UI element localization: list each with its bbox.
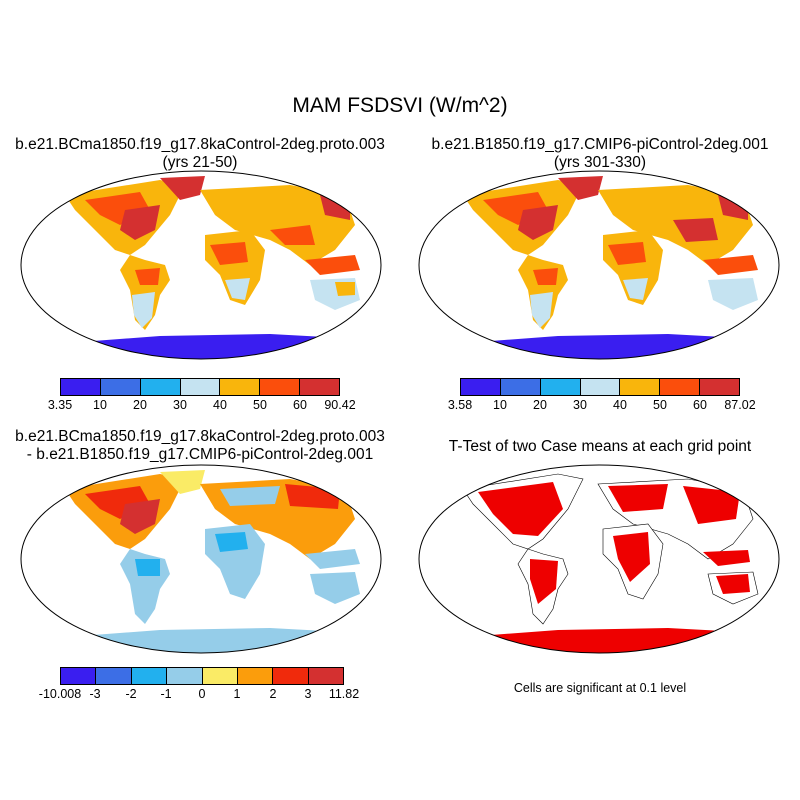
greenland <box>160 470 205 494</box>
significant-cells <box>608 484 668 512</box>
greenland <box>160 176 205 200</box>
panel3-cb-label: 3 <box>304 687 312 701</box>
colorbar-swatch <box>180 379 221 395</box>
panel2-cb-label: 40 <box>613 398 627 412</box>
antarctica-significant <box>419 628 779 653</box>
colorbar-swatch <box>202 668 238 684</box>
antarctica <box>21 334 381 359</box>
panel4-title: T-Test of two Case means at each grid po… <box>448 438 752 455</box>
panel2-title-line1: b.e21.B1850.f19_g17.CMIP6-piControl-2deg… <box>431 136 769 153</box>
panel2-map <box>418 170 780 360</box>
colorbar-swatch <box>237 668 274 684</box>
colorbar-swatch <box>167 668 203 684</box>
australia <box>310 572 360 604</box>
significant-cells <box>716 574 750 594</box>
panel2-colorbar <box>460 378 740 396</box>
significant-cells <box>478 482 563 536</box>
eurasia <box>598 185 753 265</box>
panel2-title: b.e21.B1850.f19_g17.CMIP6-piControl-2deg… <box>400 136 800 172</box>
antarctica <box>419 334 779 359</box>
colorbar-swatch <box>61 379 101 395</box>
panel2-cb-label: 60 <box>693 398 707 412</box>
figure-title: MAM FSDSVI (W/m^2) <box>292 94 508 117</box>
panel1-cb-label: 60 <box>293 398 307 412</box>
significant-cells <box>613 532 650 582</box>
colorbar-swatch <box>540 379 581 395</box>
panel2-cb-label: 20 <box>533 398 547 412</box>
colorbar-swatch <box>580 379 621 395</box>
panel1-colorbar <box>60 378 340 396</box>
panel3-cb-label: 2 <box>269 687 277 701</box>
colorbar-swatch <box>300 379 340 395</box>
colorbar-swatch <box>100 379 141 395</box>
panel2-title-line2: (yrs 301-330) <box>553 154 647 171</box>
significant-cells <box>683 486 740 524</box>
panel3-cb-label: 0 <box>198 687 206 701</box>
panel3-map <box>20 464 382 654</box>
panel2-cb-label: 3.58 <box>447 398 473 412</box>
panel3-colorbar <box>60 667 344 685</box>
significance-note: Cells are significant at 0.1 level <box>513 681 687 695</box>
maritime-continent <box>305 549 360 569</box>
colorbar-swatch <box>700 379 740 395</box>
panel3-cb-label: -1 <box>160 687 172 701</box>
antarctica <box>21 628 381 653</box>
panel1-cb-label: 20 <box>133 398 147 412</box>
colorbar-swatch <box>96 668 132 684</box>
australia <box>708 278 758 310</box>
panel3-title-line1: b.e21.BCma1850.f19_g17.8kaControl-2deg.p… <box>15 428 385 445</box>
panel1-title-line2: (yrs 21-50) <box>162 154 238 171</box>
panel1-map <box>20 170 382 360</box>
panel1-cb-label: 3.35 <box>47 398 73 412</box>
colorbar-swatch <box>220 379 261 395</box>
colorbar-swatch <box>61 668 97 684</box>
significant-cells <box>530 559 558 604</box>
colorbar-swatch <box>461 379 501 395</box>
colorbar-swatch <box>273 668 309 684</box>
significant-cells <box>703 550 750 566</box>
panel3-cb-label: -2 <box>125 687 137 701</box>
colorbar-swatch <box>260 379 301 395</box>
maritime-continent <box>703 255 758 275</box>
panel1-cb-label: 50 <box>253 398 267 412</box>
panel4-map <box>418 464 780 654</box>
panel2-cb-label: 10 <box>493 398 507 412</box>
panel3-cb-label: -3 <box>89 687 101 701</box>
colorbar-swatch <box>140 379 181 395</box>
panel1-cb-label: 30 <box>173 398 187 412</box>
panel1-cb-label: 10 <box>93 398 107 412</box>
panel3-cb-label: -10.008 <box>38 687 82 701</box>
eurasia <box>200 185 355 265</box>
panel3-title-line2: - b.e21.B1850.f19_g17.CMIP6-piControl-2d… <box>26 446 374 463</box>
colorbar-swatch <box>131 668 168 684</box>
colorbar-swatch <box>660 379 701 395</box>
panel1-cb-label: 40 <box>213 398 227 412</box>
panel2-cb-label: 87.02 <box>724 398 756 412</box>
maritime-continent <box>305 255 360 275</box>
colorbar-swatch <box>308 668 343 684</box>
panel1-cb-label: 90.42 <box>324 398 356 412</box>
panel3-cb-label: 1 <box>233 687 241 701</box>
panel1-title-line1: b.e21.BCma1850.f19_g17.8kaControl-2deg.p… <box>15 136 385 153</box>
panel1-title: b.e21.BCma1850.f19_g17.8kaControl-2deg.p… <box>0 136 400 172</box>
greenland <box>558 176 603 200</box>
colorbar-swatch <box>620 379 661 395</box>
panel2-cb-label: 30 <box>573 398 587 412</box>
panel3-title: b.e21.BCma1850.f19_g17.8kaControl-2deg.p… <box>0 428 400 464</box>
colorbar-swatch <box>500 379 541 395</box>
panel3-cb-label: 11.82 <box>328 687 360 701</box>
panel2-cb-label: 50 <box>653 398 667 412</box>
